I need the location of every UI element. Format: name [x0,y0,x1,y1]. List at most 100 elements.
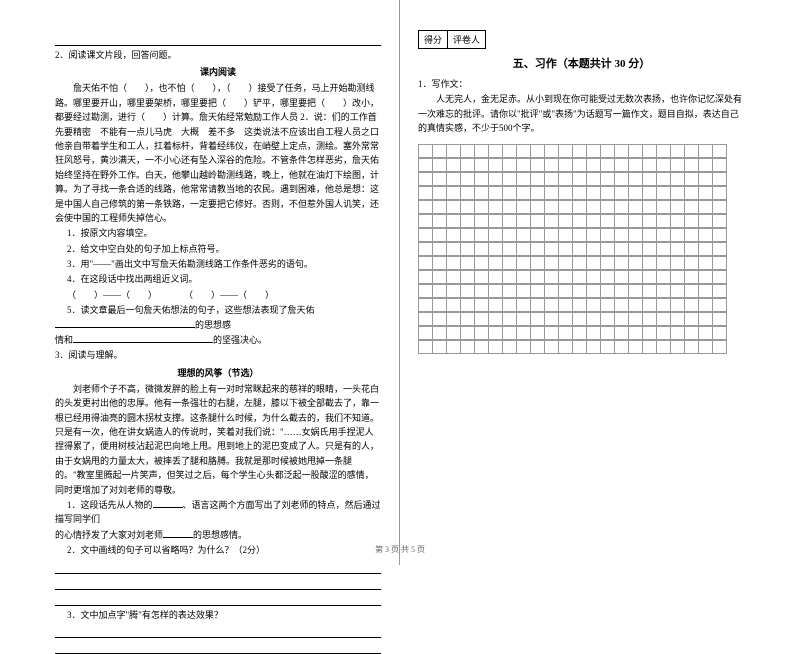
grid-cell [698,340,713,354]
grid-cell [586,312,601,326]
grid-cell [712,312,727,326]
grid-cell [670,326,685,340]
grid-cell [418,242,433,256]
grid-cell [530,326,545,340]
grid-cell [656,214,671,228]
grid-cell [670,284,685,298]
grid-cell [446,270,461,284]
grid-cell [446,298,461,312]
grader-label: 评卷人 [448,31,485,48]
grid-cell [446,144,461,158]
grid-cell [432,200,447,214]
story-q3: 3．文中加点字"腾"有怎样的表达效果？ [55,608,381,622]
writing-prompt: 人无完人，金无足赤。从小到现在你可能受过无数次表扬，也许你记忆深处有一次难忘的批… [418,92,745,135]
grid-cell [558,186,573,200]
grid-cell [670,312,685,326]
grid-cell [684,214,699,228]
grid-cell [474,242,489,256]
grid-row [418,340,745,354]
grid-cell [572,284,587,298]
grid-cell [474,214,489,228]
grid-cell [698,144,713,158]
grid-cell [712,270,727,284]
grid-cell [698,284,713,298]
grid-cell [684,256,699,270]
grid-cell [558,172,573,186]
grid-cell [712,326,727,340]
grid-cell [628,200,643,214]
grid-cell [530,298,545,312]
grid-cell [516,270,531,284]
grid-cell [586,326,601,340]
grid-cell [628,298,643,312]
grid-cell [628,186,643,200]
grid-cell [446,242,461,256]
grid-cell [572,312,587,326]
grid-cell [586,340,601,354]
grid-cell [530,284,545,298]
grid-cell [656,256,671,270]
grid-cell [544,186,559,200]
sub-q2: 2．给文中空白处的句子加上标点符号。 [55,242,381,256]
grid-cell [614,186,629,200]
grid-cell [446,214,461,228]
grid-cell [544,144,559,158]
grid-cell [642,242,657,256]
grid-cell [670,158,685,172]
grid-cell [614,340,629,354]
grid-cell [544,284,559,298]
grid-cell [432,298,447,312]
grid-cell [628,340,643,354]
grid-cell [572,298,587,312]
answer-blank-line [55,576,381,590]
grid-cell [614,270,629,284]
grid-cell [712,228,727,242]
grid-cell [614,298,629,312]
grid-cell [432,340,447,354]
grid-cell [684,228,699,242]
grid-cell [600,340,615,354]
grid-cell [432,326,447,340]
grid-cell [642,200,657,214]
grid-cell [460,326,475,340]
blank-fill [73,333,213,343]
grid-cell [516,340,531,354]
grid-cell [642,270,657,284]
grid-row [418,200,745,214]
grid-cell [586,284,601,298]
grid-cell [628,144,643,158]
grid-cell [474,256,489,270]
grid-cell [642,284,657,298]
grid-cell [698,214,713,228]
grid-cell [432,270,447,284]
grid-cell [418,270,433,284]
blank-fill [55,318,195,328]
sub-q5: 5．读文章最后一句詹天佑想法的句子，这些想法表现了詹天佑的思想感 [55,303,381,332]
grid-cell [628,270,643,284]
grid-cell [600,186,615,200]
grid-cell [502,214,517,228]
grid-cell [460,144,475,158]
grid-cell [558,340,573,354]
grid-cell [558,326,573,340]
grid-cell [628,158,643,172]
q3-intro: 3．阅读与理解。 [55,348,381,362]
grid-cell [656,200,671,214]
grid-cell [474,186,489,200]
grid-cell [544,298,559,312]
grid-cell [432,186,447,200]
grid-cell [586,186,601,200]
grid-cell [432,228,447,242]
grid-cell [516,228,531,242]
grid-cell [628,256,643,270]
grid-cell [474,284,489,298]
grid-cell [516,256,531,270]
grid-cell [642,214,657,228]
grid-row [418,172,745,186]
grid-row [418,326,745,340]
grid-cell [586,214,601,228]
grid-cell [600,326,615,340]
grid-cell [614,144,629,158]
grid-cell [446,200,461,214]
story-q1: 1．这段话先从人物的、语言这两个方面写出了刘老师的特点，然后通过描写同学们 [55,498,381,527]
